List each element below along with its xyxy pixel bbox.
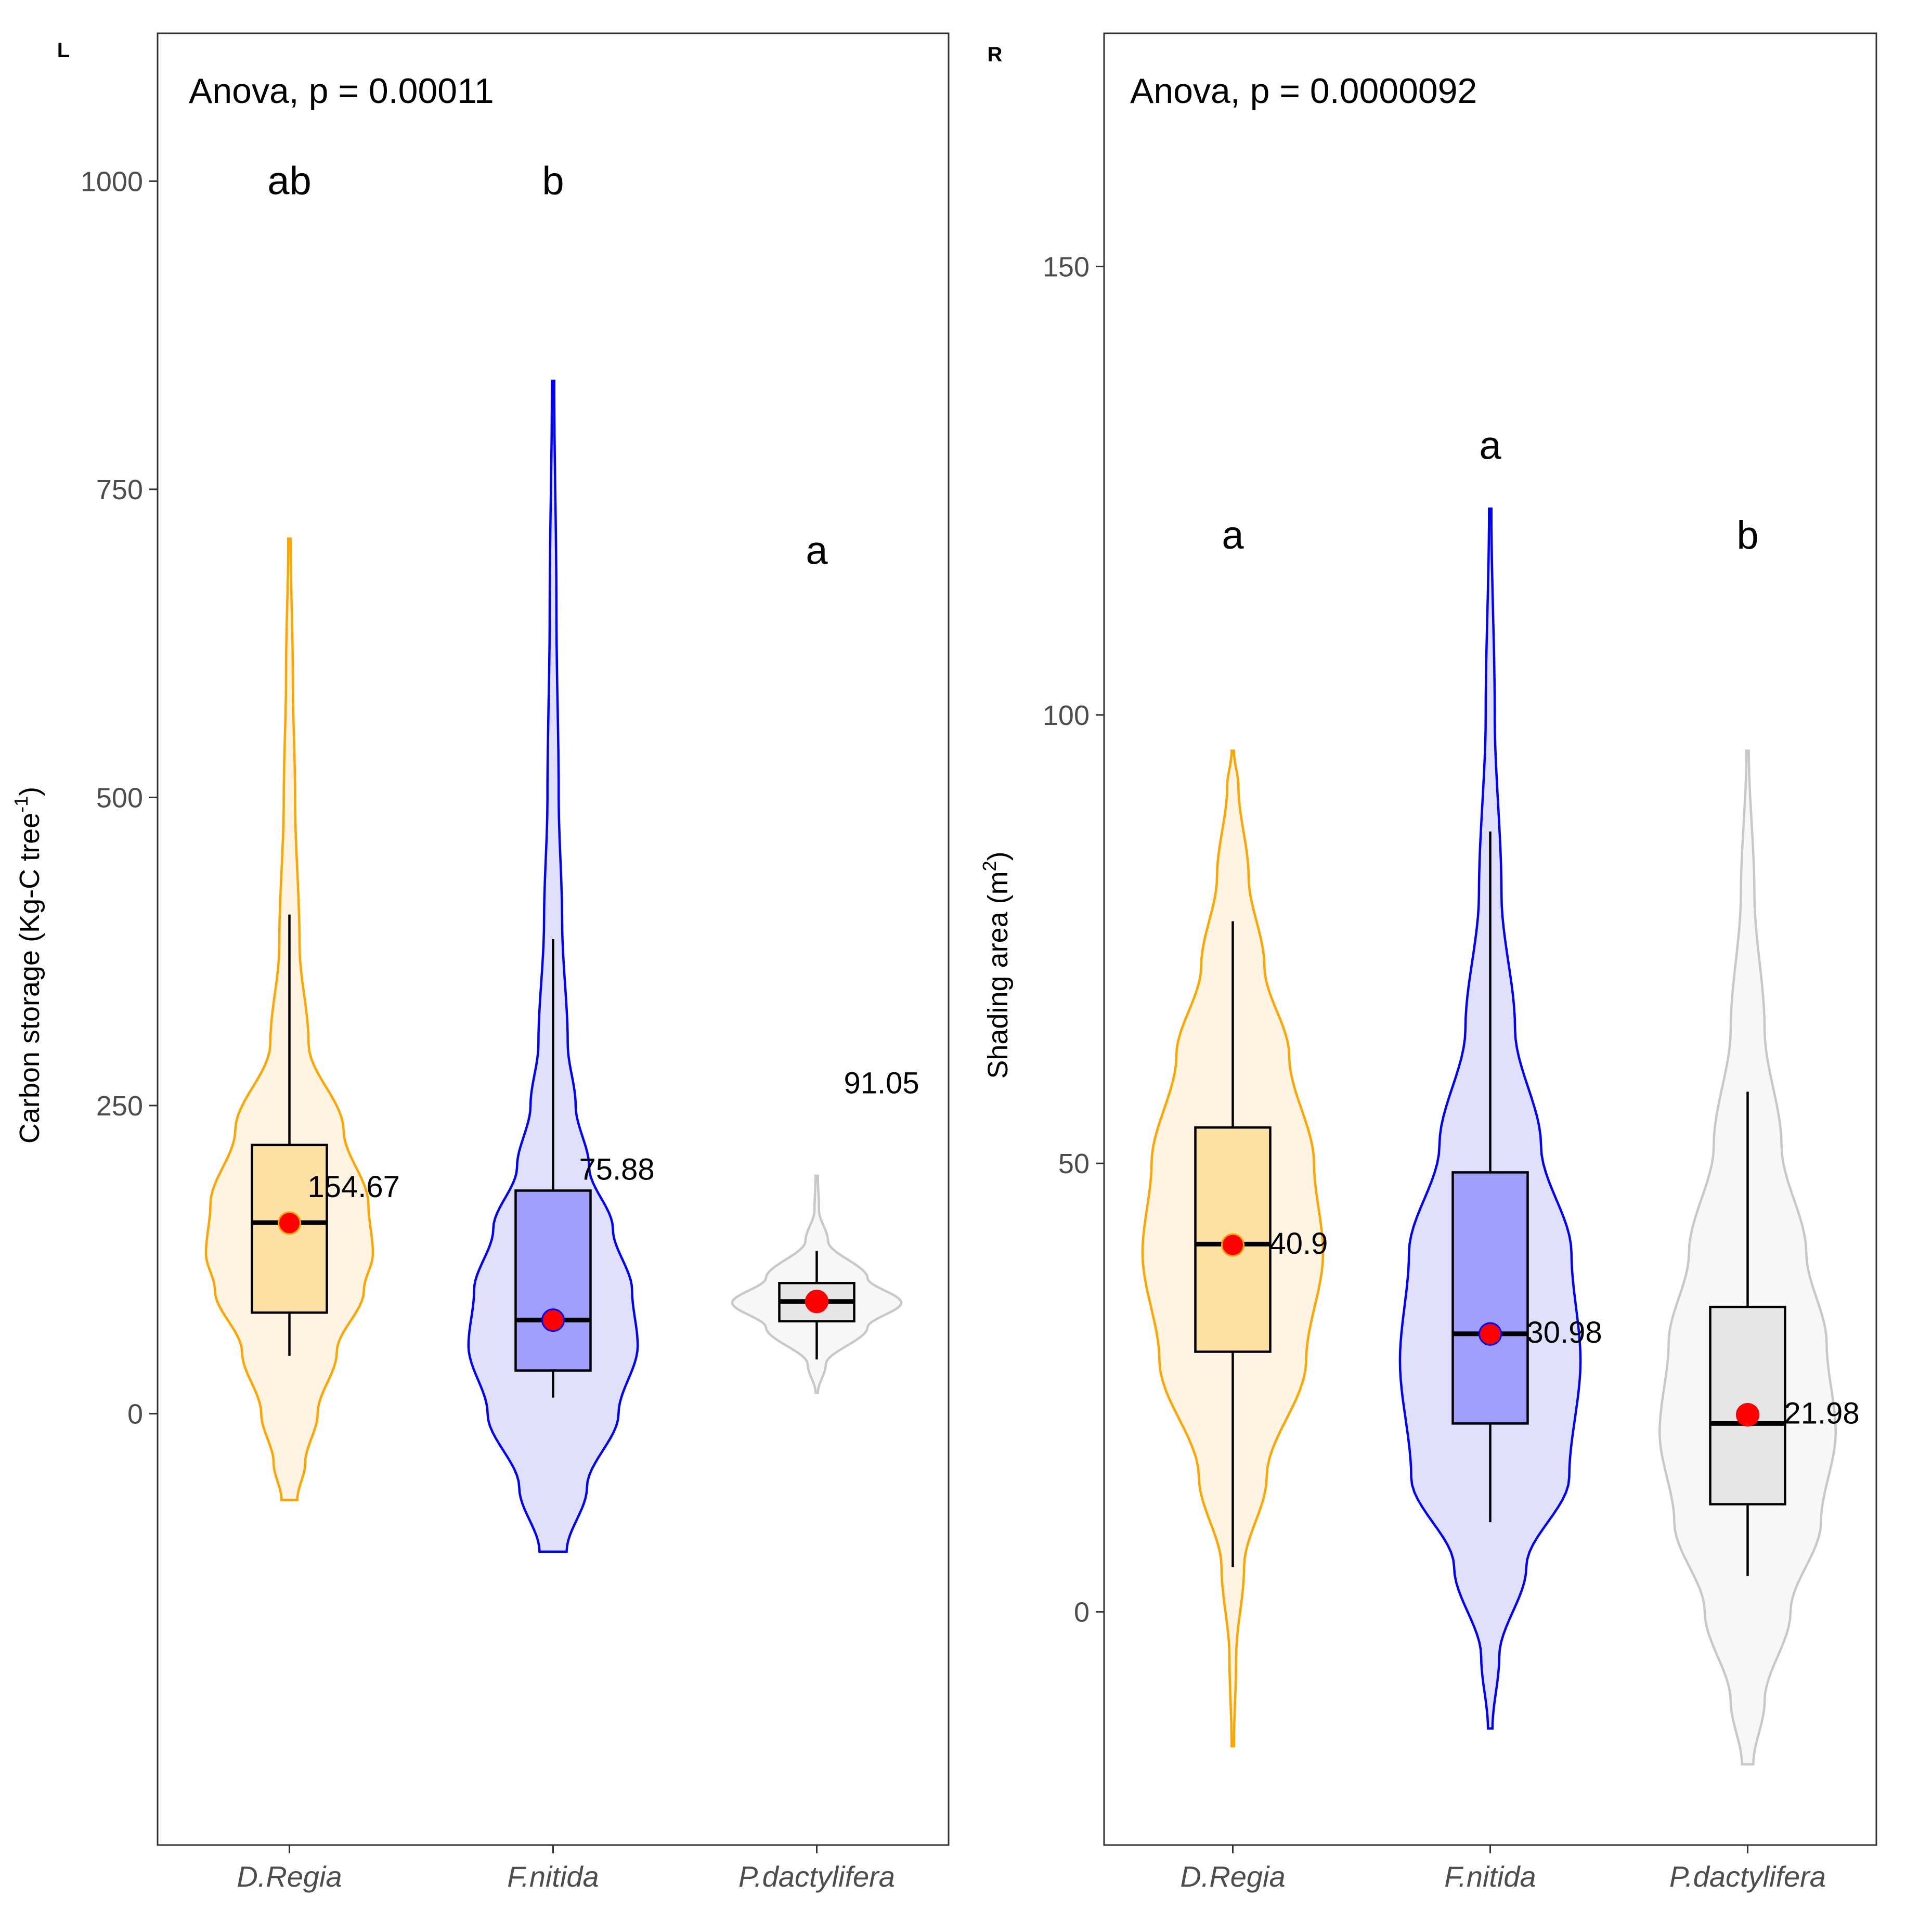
violin-group-p-dactylifera: 21.98 b — [1658, 513, 1860, 1766]
y-tick-label: 1000 — [81, 166, 143, 197]
y-axis-title: Carbon storage (Kg-C tree-1) — [10, 787, 45, 1144]
panel-tag: L — [57, 39, 70, 62]
y-axis-title-text: Carbon storage (Kg-C tree — [14, 813, 45, 1144]
mean-point — [278, 1211, 301, 1235]
x-tick-label-d-regia: D.Regia — [237, 1860, 342, 1893]
y-axis-title-suffix: ) — [14, 787, 45, 796]
significance-letter: a — [806, 528, 828, 573]
y-tick-label: 100 — [1043, 700, 1090, 731]
mean-label: 40.9 — [1269, 1227, 1328, 1261]
box — [514, 1189, 592, 1372]
y-axis-title-superscript: -1 — [10, 796, 32, 813]
mean-point — [1479, 1322, 1502, 1346]
mean-label: 91.05 — [844, 1066, 919, 1100]
y-axis-title-text: Shading area (m — [982, 871, 1014, 1079]
box — [1451, 1171, 1529, 1425]
significance-letter: b — [542, 159, 564, 203]
x-tick-label-f-nitida: F.nitida — [1444, 1860, 1536, 1893]
mean-label: 154.67 — [308, 1170, 400, 1204]
x-tick-label-d-regia: D.Regia — [1180, 1860, 1285, 1893]
mean-point — [1736, 1402, 1759, 1426]
y-tick-label: 500 — [96, 782, 143, 813]
y-axis-title-suffix: ) — [982, 851, 1014, 861]
mean-label: 75.88 — [579, 1153, 655, 1187]
y-tick-label: 150 — [1043, 251, 1090, 282]
y-tick-label: 0 — [127, 1398, 143, 1430]
y-tick-label: 250 — [96, 1090, 143, 1122]
mean-label: 30.98 — [1527, 1316, 1602, 1349]
significance-letter: b — [1736, 513, 1758, 557]
mean-point — [805, 1290, 828, 1314]
violin-group-d-regia: 40.9 a — [1141, 513, 1328, 1748]
x-tick-label-f-nitida: F.nitida — [507, 1860, 599, 1893]
x-tick-label-p-dactylifera: P.dactylifera — [1669, 1860, 1826, 1893]
y-tick-label: 750 — [96, 474, 143, 505]
panel-tag: R — [988, 43, 1003, 66]
violin-group-f-nitida: 75.88 b — [467, 159, 655, 1553]
significance-letter: ab — [267, 159, 312, 203]
violin-group-d-regia: 154.67 ab — [204, 159, 400, 1501]
violin-group-p-dactylifera: 91.05 a — [731, 528, 919, 1394]
panel-l: L 0 250 500 750 1000 Carbon storage (Kg-C tree… — [10, 32, 950, 1893]
y-axis-title: Shading area (m2) — [979, 851, 1014, 1079]
x-tick-label-p-dactylifera: P.dactylifera — [738, 1860, 895, 1893]
y-tick-label: 0 — [1074, 1597, 1090, 1628]
significance-letter: a — [1222, 513, 1244, 557]
mean-point — [541, 1308, 565, 1332]
violin-group-f-nitida: 30.98 a — [1398, 423, 1602, 1730]
panel-r: R 0 50 100 150 Shading area (m2) Anova, p = 0.… — [979, 32, 1877, 1893]
y-axis-title-superscript: 2 — [979, 861, 1000, 871]
mean-point — [1221, 1233, 1244, 1257]
mean-label: 21.98 — [1784, 1396, 1860, 1430]
anova-label: Anova, p = 0.0000092 — [1130, 71, 1477, 111]
anova-label: Anova, p = 0.00011 — [189, 71, 494, 111]
significance-letter: a — [1479, 423, 1501, 467]
y-tick-label: 50 — [1058, 1148, 1090, 1179]
